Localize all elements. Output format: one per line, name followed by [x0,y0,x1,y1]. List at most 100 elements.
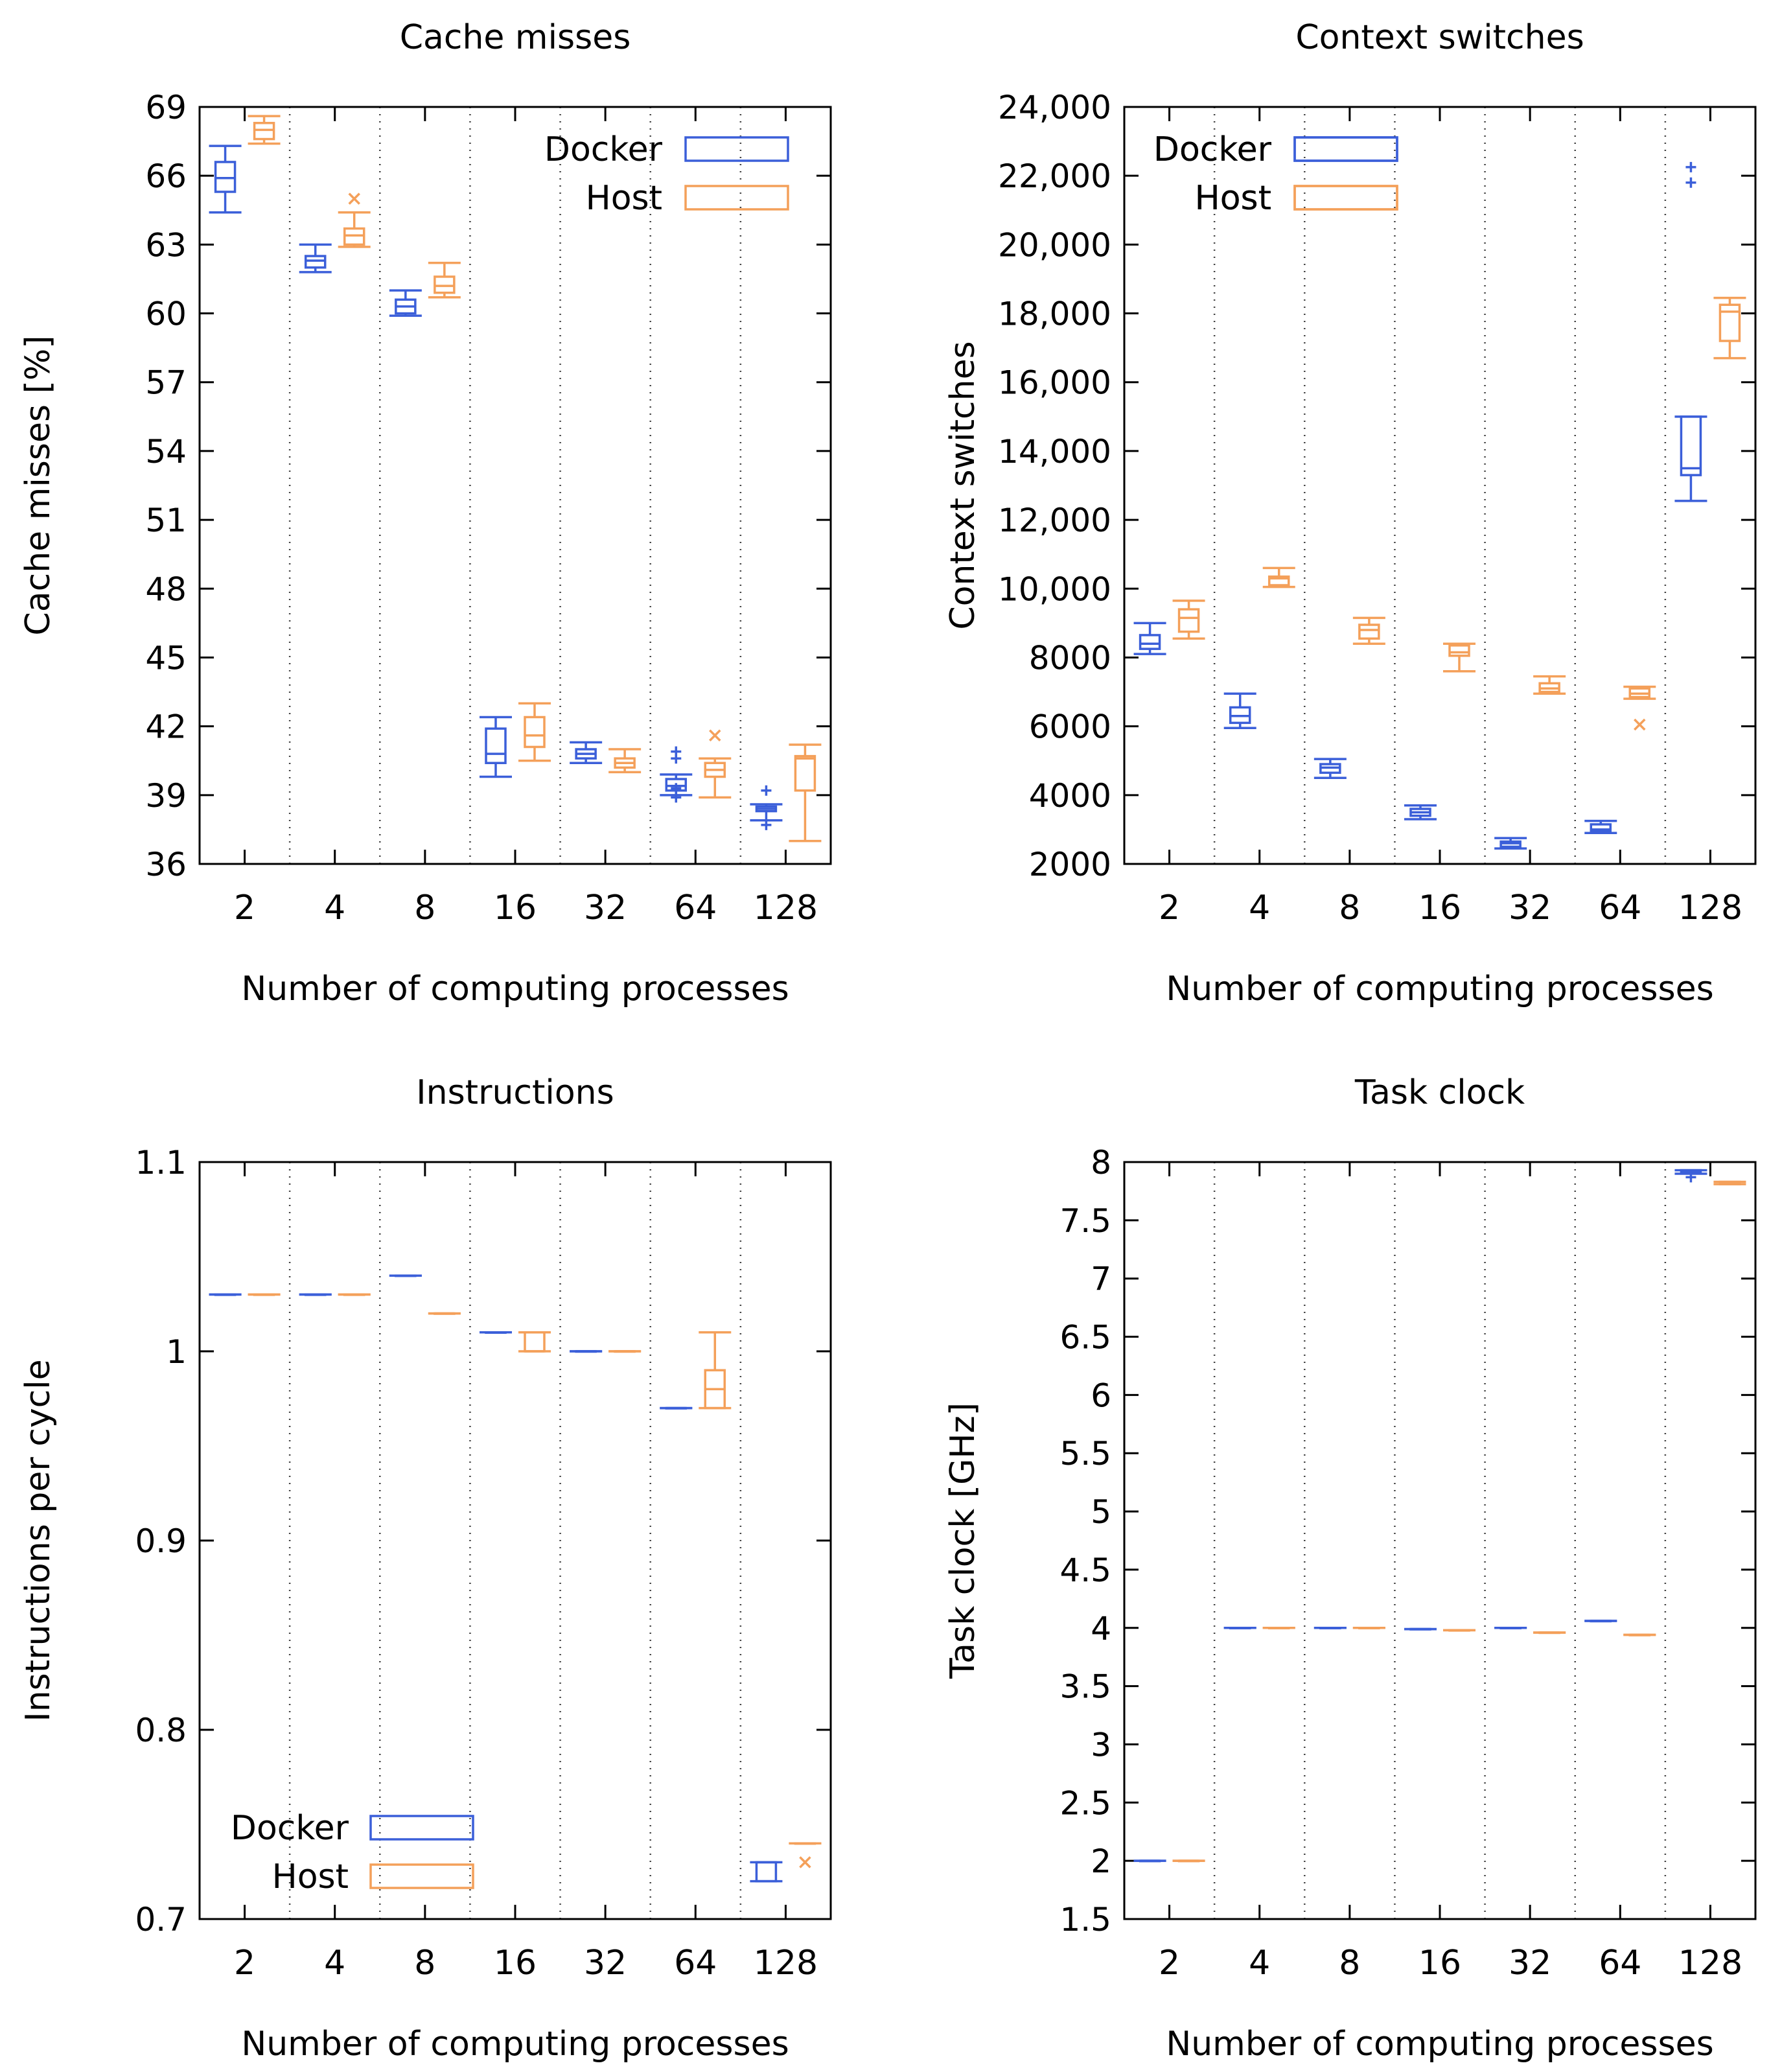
box-host-64 [699,729,732,799]
box-docker-64 [1584,819,1617,834]
x-axis-label: Number of computing processes [1166,970,1713,1008]
y-tick-label: 3 [1091,1726,1111,1764]
box-host-4 [338,192,371,248]
outlier-point [1634,718,1646,731]
legend-label-docker: Docker [544,130,663,169]
y-tick-label: 24,000 [998,89,1111,126]
legend-label-docker: Docker [1153,130,1272,169]
box-docker-32 [1494,837,1527,850]
y-tick-label: 63 [145,226,187,264]
box-host-64 [699,1331,732,1410]
box-docker-128 [750,785,783,830]
legend-swatch-host [684,185,789,211]
chart-ipc: Instructions Number of computing processe… [19,1073,832,2064]
x-tick-label: 64 [674,889,717,927]
chart-ctx: Context switches Number of computing proc… [943,18,1757,1008]
y-tick-label: 6000 [1029,708,1111,746]
y-tick-label: 16,000 [998,364,1111,402]
y-tick-label: 69 [145,89,187,126]
x-tick-label: 128 [754,1944,818,1983]
x-tick-label: 4 [324,889,345,927]
box-host-2 [248,1293,281,1296]
box-host-128 [1713,296,1746,360]
y-tick-label: 1.5 [1059,1901,1111,1938]
y-axis-label: Context switches [943,341,982,629]
box-docker-4 [1223,692,1256,730]
box-iqr [434,275,456,294]
plot-frame [1123,106,1757,865]
legend-label-host: Host [1195,179,1271,218]
box-iqr [1358,623,1380,640]
y-tick-label: 20,000 [998,226,1111,264]
box-iqr [343,227,365,246]
outlier-point [671,792,682,803]
y-tick-label: 8000 [1029,639,1111,677]
x-tick-label: 64 [1599,889,1641,927]
outlier-point [761,819,772,830]
y-tick-label: 66 [145,157,187,195]
x-tick-label: 2 [234,1944,255,1983]
y-tick-label: 48 [145,570,187,608]
box-host-64 [1623,685,1656,731]
chart-task: Task clock Number of computing processes T… [943,130,1757,2064]
box-iqr [794,754,816,792]
box-docker-8 [1313,758,1347,780]
y-tick-label: 4.5 [1059,1552,1111,1589]
box-host-4 [1262,1627,1295,1630]
y-tick-label: 42 [145,708,187,746]
box-iqr [253,122,275,141]
x-tick-label: 16 [1418,889,1461,927]
box-host-128 [789,743,822,843]
box-docker-4 [1223,1627,1256,1630]
legend: Docker Host [231,1809,474,1896]
box-iqr [304,255,327,269]
legend-swatch-docker [1293,136,1398,162]
x-tick-label: 8 [414,1944,435,1983]
x-tick-label: 32 [584,889,627,927]
box-docker-64 [1584,1620,1617,1623]
outlier-point [1685,1172,1696,1183]
legend-swatch-host [369,1863,474,1889]
box-iqr [1267,575,1290,587]
y-tick-label: 8 [1091,1144,1111,1182]
box-docker-32 [570,1350,603,1353]
box-host-16 [1443,1629,1475,1632]
legend-swatch-host [1293,185,1398,211]
legend-swatch-docker [684,136,789,162]
chart-title: Instructions [416,1073,614,1112]
y-tick-label: 6.5 [1059,1319,1111,1356]
box-docker-2 [1133,622,1166,655]
x-axis-label: Number of computing processes [1166,2025,1713,2064]
y-tick-label: 2000 [1029,846,1111,883]
box-docker-32 [570,741,603,765]
box-host-4 [338,1293,371,1296]
box-docker-2 [209,145,242,214]
y-axis-label: Cache misses [%] [19,335,58,635]
box-host-2 [248,115,281,145]
legend-label-host: Host [272,1857,349,1896]
plot-frame [198,106,832,865]
y-axis-label: Task clock [GHz] [943,1403,982,1679]
outlier-point [671,783,682,794]
box-iqr [524,716,546,749]
x-tick-label: 8 [1339,1944,1360,1983]
box-host-128 [789,1842,822,1868]
outlier-point [1685,177,1696,188]
y-tick-label: 5 [1091,1493,1111,1531]
box-host-16 [518,702,551,762]
y-tick-label: 45 [145,639,187,677]
x-tick-label: 64 [674,1944,717,1983]
y-tick-label: 12,000 [998,502,1111,539]
box-host-16 [1443,642,1475,673]
legend: Docker Host [544,130,789,218]
x-axis-label: Number of computing processes [241,2025,789,2064]
plot-frame [1123,1161,1757,1920]
x-tick-label: 32 [584,1944,627,1983]
box-docker-64 [660,1406,693,1410]
box-docker-8 [389,1274,422,1277]
legend-label-docker: Docker [1153,130,1272,169]
box-host-64 [1623,1633,1656,1636]
x-tick-label: 32 [1509,1944,1551,1983]
y-tick-label: 22,000 [998,157,1111,195]
y-tick-label: 1 [166,1333,187,1371]
